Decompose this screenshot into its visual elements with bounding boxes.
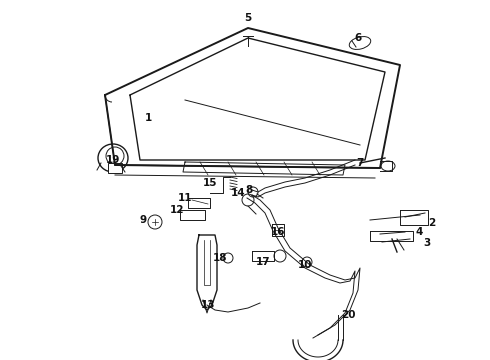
Text: 10: 10 bbox=[298, 260, 312, 270]
FancyBboxPatch shape bbox=[108, 163, 122, 173]
Text: 14: 14 bbox=[231, 188, 245, 198]
Text: 11: 11 bbox=[178, 193, 192, 203]
Text: 1: 1 bbox=[145, 113, 151, 123]
Text: 7: 7 bbox=[356, 158, 364, 168]
Text: 16: 16 bbox=[271, 227, 285, 237]
Text: 8: 8 bbox=[245, 185, 253, 195]
Text: 4: 4 bbox=[416, 227, 423, 237]
Text: 2: 2 bbox=[428, 218, 436, 228]
Text: 9: 9 bbox=[140, 215, 147, 225]
Text: 18: 18 bbox=[213, 253, 227, 263]
Text: 17: 17 bbox=[256, 257, 270, 267]
Text: 15: 15 bbox=[203, 178, 217, 188]
Text: 20: 20 bbox=[341, 310, 355, 320]
Text: 5: 5 bbox=[245, 13, 252, 23]
Text: 12: 12 bbox=[170, 205, 184, 215]
Text: 3: 3 bbox=[423, 238, 431, 248]
Text: 6: 6 bbox=[354, 33, 362, 43]
Text: 13: 13 bbox=[201, 300, 215, 310]
Text: 19: 19 bbox=[106, 155, 120, 165]
